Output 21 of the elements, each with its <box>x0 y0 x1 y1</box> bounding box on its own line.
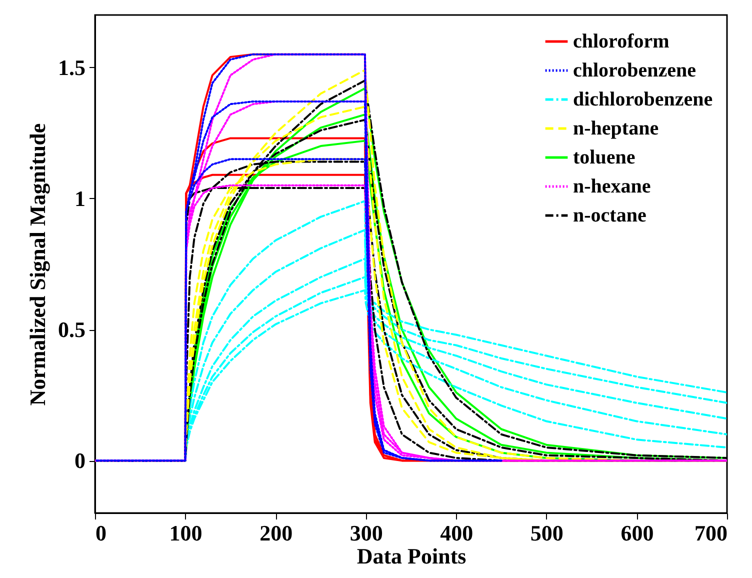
x-tick-label: 400 <box>440 520 474 546</box>
legend-label: n-hexane <box>573 176 651 198</box>
legend-label: toluene <box>573 146 636 168</box>
x-tick-label: 0 <box>96 520 106 546</box>
x-tick-label: 600 <box>620 520 654 546</box>
legend-label: chloroform <box>573 30 670 52</box>
x-tick-label: 100 <box>169 520 202 546</box>
x-axis-title: Data Points <box>356 544 467 568</box>
legend-label: n-octane <box>573 204 646 226</box>
x-tick-label: 500 <box>530 520 564 546</box>
legend-label: chlorobenzene <box>573 60 696 82</box>
x-tick-label: 700 <box>694 520 728 546</box>
y-tick-label: 0.5 <box>58 317 86 342</box>
legend-label: n-heptane <box>573 118 659 140</box>
y-tick-label: 1 <box>74 186 86 211</box>
y-tick-label: 1.5 <box>58 54 86 80</box>
legend-label: dichlorobenzene <box>573 88 713 110</box>
x-tick-label: 300 <box>350 520 383 546</box>
y-axis-title: Normalized Signal Magnitude <box>25 123 50 406</box>
x-tick-label: 200 <box>260 520 293 546</box>
y-tick-label: 0 <box>74 448 86 474</box>
